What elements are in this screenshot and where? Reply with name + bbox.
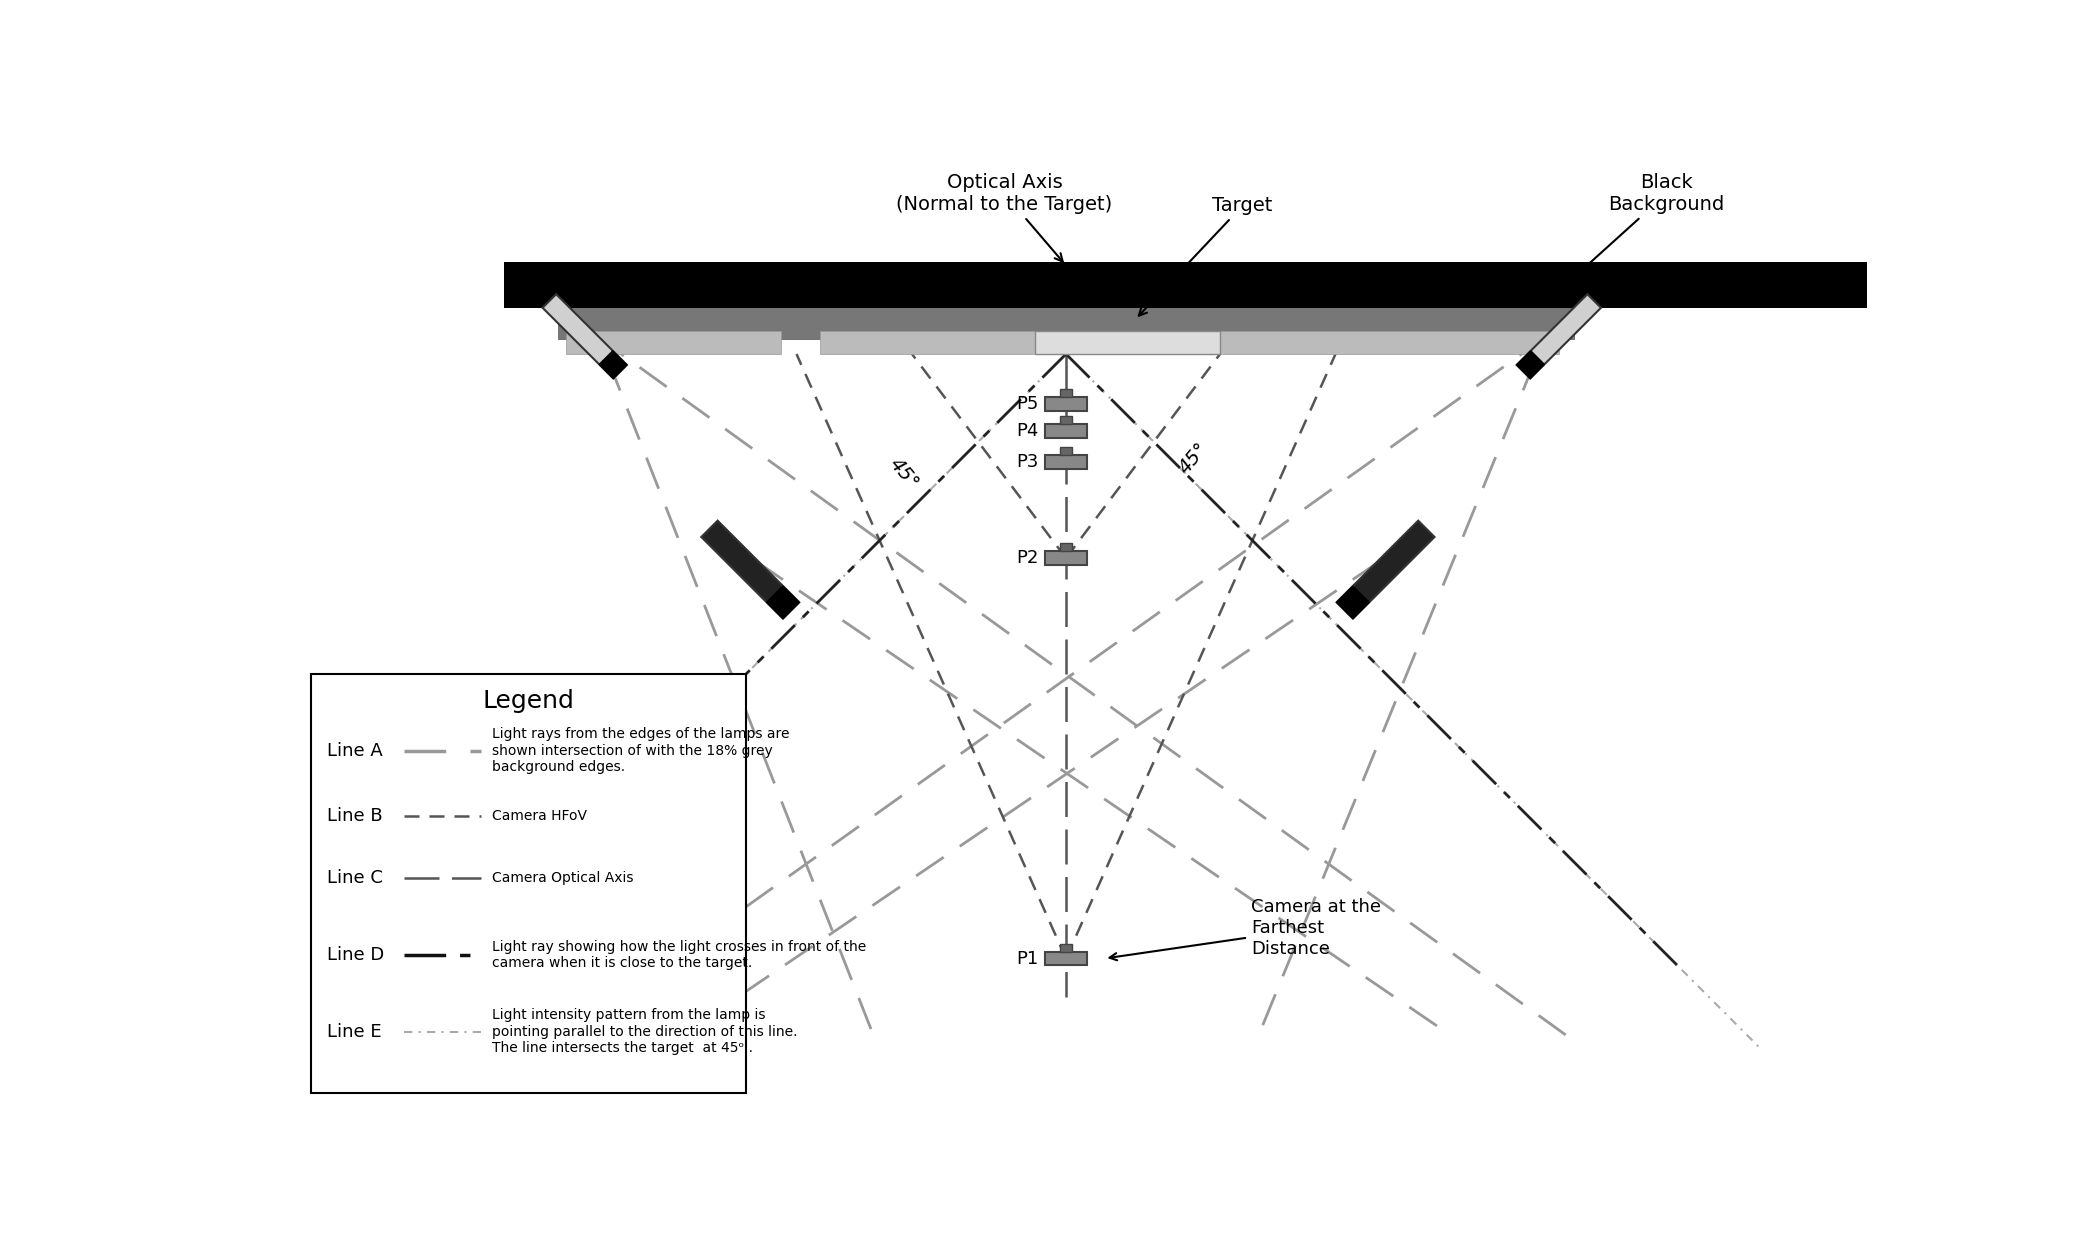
Bar <box>1061 416 1071 424</box>
Text: Camera HFoV: Camera HFoV <box>493 809 587 822</box>
Bar <box>1061 944 1071 951</box>
Bar <box>1061 390 1071 398</box>
Bar <box>1044 398 1088 411</box>
Bar <box>312 674 747 1094</box>
Bar <box>1044 424 1088 438</box>
Text: Light intensity pattern from the lamp is
pointing parallel to the direction of t: Light intensity pattern from the lamp is… <box>493 1009 799 1055</box>
Text: Camera at the
Farthest
Distance: Camera at the Farthest Distance <box>1109 898 1381 960</box>
Polygon shape <box>701 521 799 619</box>
Text: Line C: Line C <box>327 869 383 886</box>
Text: Camera Optical Axis: Camera Optical Axis <box>493 871 634 885</box>
Bar <box>1044 551 1088 565</box>
Bar <box>557 308 1575 339</box>
Bar <box>503 261 1868 308</box>
Text: P3: P3 <box>1017 452 1038 471</box>
Text: 45°: 45° <box>1175 439 1211 478</box>
Polygon shape <box>1516 294 1602 379</box>
Bar <box>1036 331 1221 354</box>
Text: Optical Axis
(Normal to the Target): Optical Axis (Normal to the Target) <box>896 173 1113 261</box>
Text: Light ray showing how the light crosses in front of the
camera when it is close : Light ray showing how the light crosses … <box>493 940 867 970</box>
Bar <box>566 331 782 354</box>
Text: Line E: Line E <box>327 1022 381 1041</box>
Text: Line A: Line A <box>327 741 383 760</box>
Polygon shape <box>1516 351 1543 379</box>
Polygon shape <box>543 294 626 379</box>
Polygon shape <box>599 351 626 379</box>
Polygon shape <box>1337 521 1435 619</box>
Text: P5: P5 <box>1017 395 1038 412</box>
Text: P1: P1 <box>1017 950 1038 968</box>
Bar <box>1044 951 1088 965</box>
Text: Black
Background: Black Background <box>1579 173 1724 274</box>
Text: Legend: Legend <box>483 689 574 712</box>
Bar <box>1061 448 1071 455</box>
Text: Line B: Line B <box>327 808 383 825</box>
Polygon shape <box>768 586 799 619</box>
Text: 45°: 45° <box>886 454 924 493</box>
Bar <box>1061 544 1071 551</box>
Text: Target: Target <box>1140 196 1273 316</box>
Text: P4: P4 <box>1017 422 1038 440</box>
Bar <box>820 331 1558 354</box>
Text: P2: P2 <box>1017 549 1038 568</box>
Polygon shape <box>1337 586 1369 619</box>
Bar <box>1044 455 1088 469</box>
Text: Light rays from the edges of the lamps are
shown intersection of with the 18% gr: Light rays from the edges of the lamps a… <box>493 728 790 774</box>
Text: Line D: Line D <box>327 946 385 964</box>
